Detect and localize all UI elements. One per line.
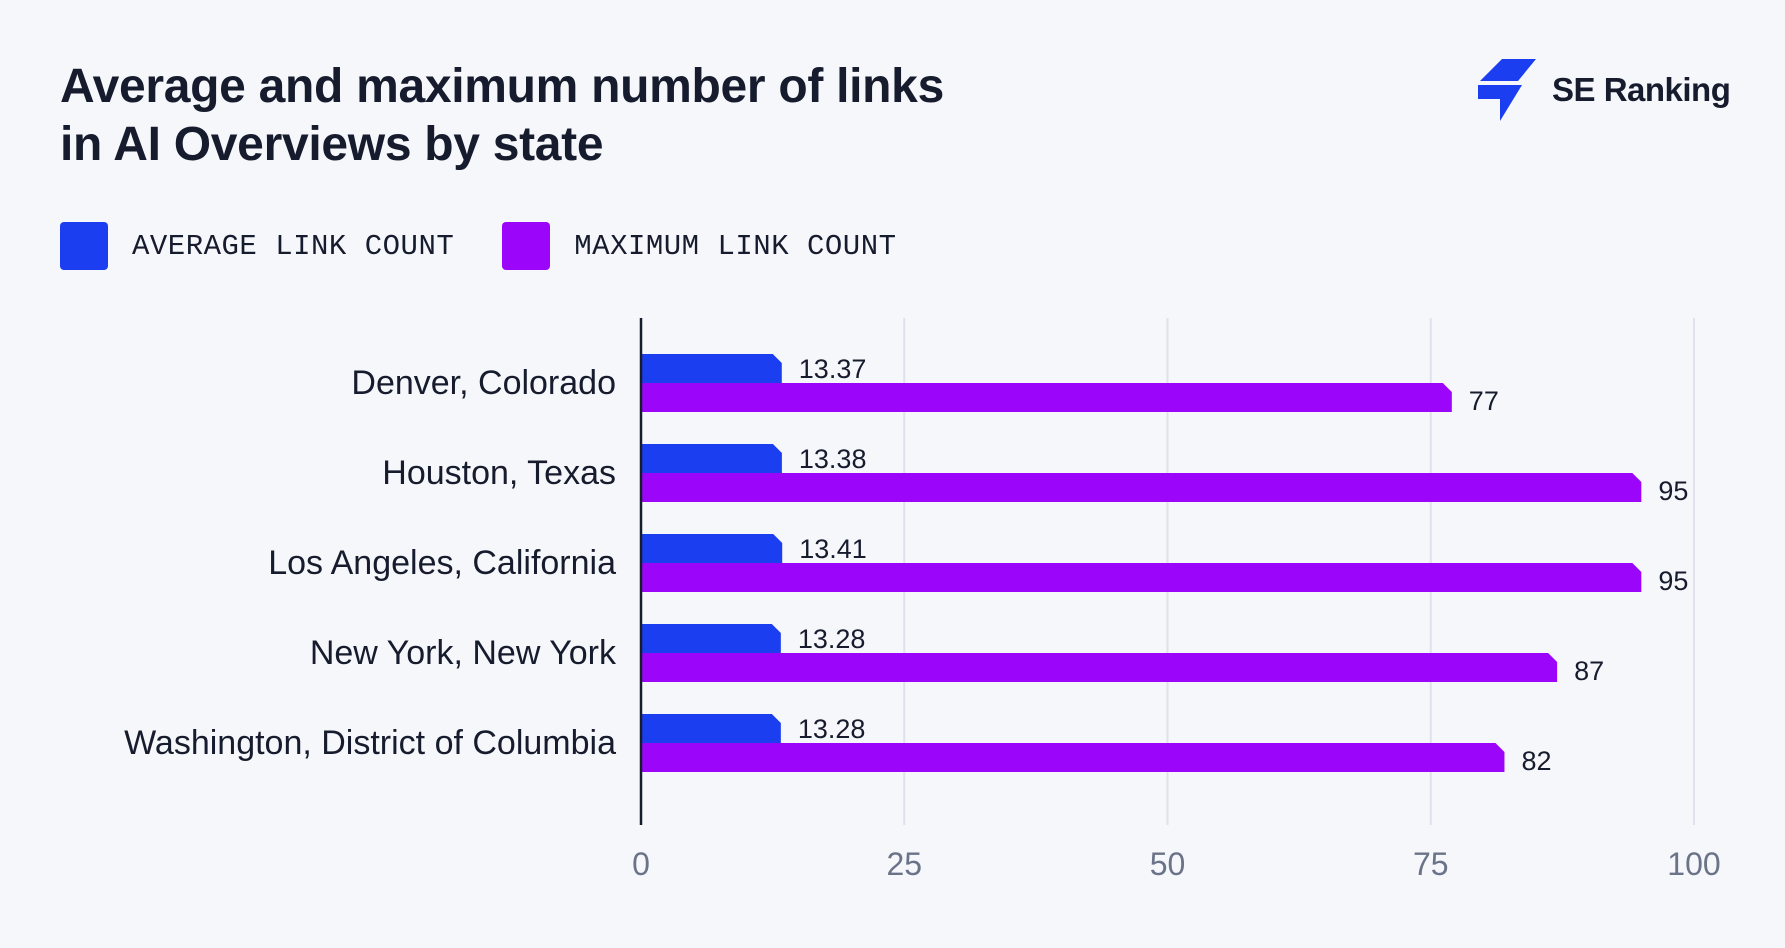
value-label-average: 13.28 xyxy=(798,624,866,654)
legend-label-average: AVERAGE LINK COUNT xyxy=(132,229,455,263)
legend-swatch-average xyxy=(60,222,108,270)
se-ranking-logo-icon xyxy=(1478,59,1536,121)
x-tick-label: 25 xyxy=(886,846,922,882)
value-label-maximum: 82 xyxy=(1521,746,1551,776)
x-tick-label: 100 xyxy=(1667,846,1720,882)
bar-maximum xyxy=(641,383,1452,412)
legend-label-maximum: MAXIMUM LINK COUNT xyxy=(574,229,897,263)
bar-average xyxy=(641,714,781,743)
bar-average xyxy=(641,354,782,383)
chart-title: Average and maximum number of links in A… xyxy=(60,58,944,174)
bar-average xyxy=(641,624,781,653)
bar-maximum xyxy=(641,563,1642,592)
value-label-average: 13.28 xyxy=(798,714,866,744)
x-tick-label: 0 xyxy=(632,846,650,882)
brand-logo: SE Ranking xyxy=(1478,58,1731,122)
category-label: Denver, Colorado xyxy=(351,364,616,402)
legend-swatch-maximum xyxy=(502,222,551,270)
value-label-average: 13.41 xyxy=(799,534,867,564)
bar-maximum xyxy=(641,473,1642,502)
value-label-maximum: 87 xyxy=(1574,656,1604,686)
legend-item-maximum: MAXIMUM LINK COUNT xyxy=(502,222,896,270)
value-label-average: 13.38 xyxy=(799,444,867,474)
value-label-maximum: 95 xyxy=(1658,476,1688,506)
chart-legend: AVERAGE LINK COUNT MAXIMUM LINK COUNT xyxy=(60,222,945,270)
category-label: Washington, District of Columbia xyxy=(124,724,616,762)
bar-average xyxy=(641,444,782,473)
value-label-maximum: 95 xyxy=(1658,566,1688,596)
legend-item-average: AVERAGE LINK COUNT xyxy=(60,222,454,270)
logo-text: SE Ranking xyxy=(1552,71,1731,108)
bar-maximum xyxy=(641,653,1558,682)
category-label: Los Angeles, California xyxy=(268,544,616,582)
x-tick-label: 75 xyxy=(1413,846,1449,882)
x-tick-label: 50 xyxy=(1150,846,1186,882)
bar-average xyxy=(641,534,783,563)
category-label: Houston, Texas xyxy=(382,454,616,492)
chart-title-line-1: Average and maximum number of links xyxy=(60,60,944,113)
chart-title-line-2: in AI Overviews by state xyxy=(60,118,604,171)
value-label-maximum: 77 xyxy=(1469,386,1499,416)
category-label: New York, New York xyxy=(310,634,617,672)
value-label-average: 13.37 xyxy=(799,354,867,384)
bar-maximum xyxy=(641,743,1505,772)
